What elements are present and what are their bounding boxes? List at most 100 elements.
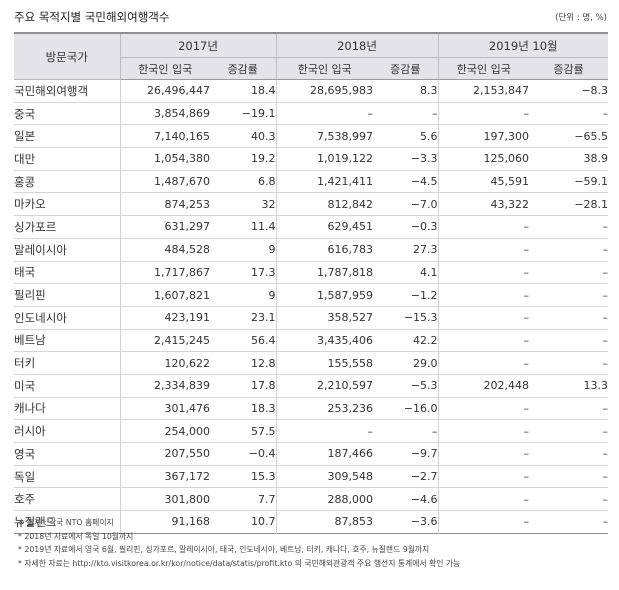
travelers-2017-cell: 7,140,165 <box>119 124 210 149</box>
change-2017-cell: 12.8 <box>210 351 277 375</box>
change-header: 증감률 <box>529 57 609 80</box>
travelers-2019-cell: 197,300 <box>437 124 530 149</box>
change-2017-cell: 15.3 <box>210 465 277 489</box>
country-cell: 캐나다 <box>14 397 120 421</box>
footnote: * 2019년 자료에서 영국 6월, 필리핀, 싱가포르, 말레이시아, 태국… <box>18 545 430 554</box>
year-header-row: 방문국가 2017년 2018년 2019년 10월 <box>14 33 609 80</box>
change-2017-cell: 7.7 <box>210 487 277 512</box>
table-row: 국민해외여행객 26,496,447 18.4 28,695,983 8.3 2,153,… <box>14 79 609 103</box>
change-2018-cell: −9.7 <box>373 442 439 466</box>
travelers-2017-cell: 2,334,839 <box>119 374 210 398</box>
change-2019-cell: −8.3 <box>529 79 609 103</box>
country-cell: 대만 <box>14 147 120 171</box>
change-2018-cell: – <box>373 102 439 126</box>
change-2017-cell: 19.2 <box>210 147 277 171</box>
travelers-2018-cell: 87,853 <box>275 510 374 534</box>
change-2019-cell: – <box>602 515 609 529</box>
change-2019-cell: – <box>529 261 609 285</box>
table-row: 말레이시아 484,528 9 616,783 27.3– – <box>14 238 609 262</box>
travelers-2017-cell: 1,054,380 <box>119 147 210 171</box>
change-2017-cell: 23.1 <box>210 306 277 330</box>
change-2017-cell: 18.4 <box>210 79 277 103</box>
travelers-2018-cell: 28,695,983 <box>275 79 374 103</box>
country-cell: 호주 <box>14 487 120 512</box>
change-2017-cell: 40.3 <box>210 124 277 149</box>
change-header: 증감률 <box>210 57 277 80</box>
country-column-header: 방문국가 <box>14 33 120 80</box>
change-2019-cell: – <box>529 351 609 375</box>
country-cell: 말레이시아 <box>14 238 120 262</box>
country-cell: 독일 <box>14 465 120 489</box>
change-2019-cell: −28.1 <box>529 192 609 217</box>
change-2018-cell: −3.6 <box>410 515 438 529</box>
travelers-2017-cell: 367,172 <box>119 465 210 489</box>
change-2019-cell: 38.9 <box>529 147 609 171</box>
change-2018-cell: −5.3 <box>373 374 439 398</box>
table-row: 터키 120,622 12.8 155,558 29.0– – <box>14 351 609 375</box>
change-2019-cell: – <box>529 465 609 489</box>
country-cell: 국민해외여행객 <box>14 79 120 103</box>
travelers-2017-cell: 207,550 <box>119 442 210 466</box>
change-2017-cell: 17.3 <box>210 261 277 285</box>
table-row: 마카오 874,253 32 812,842 −7.0 43,322 −28.1 <box>14 192 609 217</box>
table-row: 싱가포르 631,297 11.4 629,451 −0.3– – <box>14 215 609 239</box>
change-2019-cell: – <box>529 397 609 421</box>
change-2017-cell: 56.4 <box>210 329 277 353</box>
change-2019-cell: −59.1 <box>529 170 609 194</box>
year-header-2019: 2019년 10월 <box>437 33 609 58</box>
travelers-2017-cell: 1,607,821 <box>119 283 210 307</box>
travelers-2019-cell: – <box>437 419 530 443</box>
change-2018-cell: – <box>373 419 439 443</box>
travelers-header: 한국인 입국 <box>119 57 210 80</box>
travelers-2019-cell: 43,322 <box>437 192 530 217</box>
change-2019-cell: – <box>529 442 609 466</box>
change-2019-cell: – <box>529 419 609 443</box>
travelers-2019-cell: 2,153,847 <box>437 79 530 103</box>
country-cell: 터키 <box>14 351 120 375</box>
country-cell: 베트남 <box>14 329 120 353</box>
change-2019-cell: – <box>529 487 609 512</box>
change-2018-cell: 5.6 <box>373 124 439 149</box>
change-2018-cell: 4.1 <box>373 261 439 285</box>
travelers-2017-cell: 423,191 <box>119 306 210 330</box>
change-2019-cell: 13.3 <box>529 374 609 398</box>
change-2018-cell: −7.0 <box>373 192 439 217</box>
travelers-2019-cell: – <box>437 102 530 126</box>
change-2019-cell: – <box>529 215 609 239</box>
footnote: * 2018년 자료에서 독일 10월까지 <box>18 531 134 541</box>
country-cell: 영국 <box>14 442 120 466</box>
country-cell: 미국 <box>14 374 120 398</box>
footnotes: ※ 출처 : 각국 NTO 홈페이지 * 2018년 자료에서 독일 10월까지… <box>18 516 460 570</box>
travelers-2019-cell: – <box>437 329 530 353</box>
travelers-2019-cell: – <box>437 510 530 534</box>
travelers-2019-cell: – <box>437 283 530 307</box>
travelers-2019-cell: 125,060 <box>437 147 530 171</box>
travelers-2019-cell: – <box>437 351 530 375</box>
table-row: 홍콩 1,487,670 6.8 1,421,411 −4.5 45,591 −59.1 <box>14 170 609 194</box>
table-row: 일본 7,140,165 40.3 7,538,997 5.6 197,300 −65.5 <box>14 124 609 149</box>
change-2019-cell: – <box>529 102 609 126</box>
change-2017-cell: −19.1 <box>210 102 277 126</box>
change-2018-cell: −15.3 <box>373 306 439 330</box>
travelers-2018-cell: 1,019,122 <box>275 147 374 171</box>
change-2018-cell: 29.0 <box>373 351 439 375</box>
change-2019-cell: – <box>529 329 609 353</box>
change-2017-cell: 17.8 <box>210 374 277 398</box>
travelers-2019-cell: – <box>437 442 530 466</box>
table-row: 인도네시아 423,191 23.1 358,527 −15.3– – <box>14 306 609 330</box>
table-row: 독일 367,172 15.3 309,548 −2.7– – <box>14 465 609 489</box>
travelers-2019-cell: 45,591 <box>437 170 530 194</box>
travelers-2017-cell: 2,415,245 <box>119 329 210 353</box>
change-header: 증감률 <box>373 57 439 80</box>
country-cell: 인도네시아 <box>14 306 120 330</box>
travelers-2019-cell: – <box>437 487 530 512</box>
table-row: 러시아 254,000 57.5– – – – <box>14 419 609 443</box>
change-2018-cell: −2.7 <box>373 465 439 489</box>
change-2018-cell: 8.3 <box>373 79 439 103</box>
table-row: 중국 3,854,869 −19.1– – – – <box>14 102 609 126</box>
travelers-2019-cell: – <box>437 306 530 330</box>
change-2017-cell: 32 <box>210 192 277 217</box>
footnote: * 자세한 자료는 http://kto.visitkorea.or.kr/ko… <box>18 558 461 568</box>
change-2017-cell: 10.7 <box>251 515 276 529</box>
travelers-2017-cell: 26,496,447 <box>119 79 210 103</box>
